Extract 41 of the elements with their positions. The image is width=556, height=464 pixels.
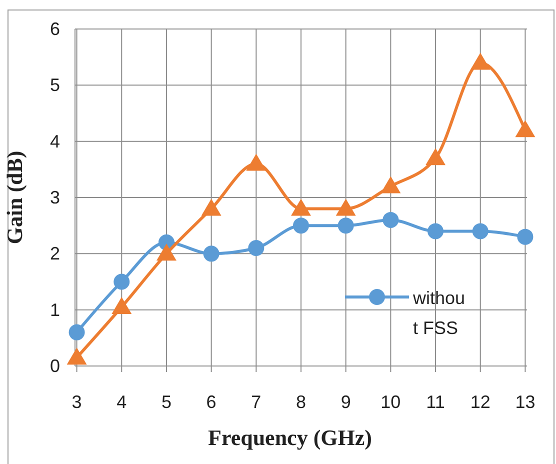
x-tick-label: 12 (470, 392, 490, 412)
x-tick-label: 9 (340, 392, 351, 412)
x-tick-label: 5 (161, 392, 172, 412)
y-tick-label: 3 (50, 188, 60, 208)
point (338, 218, 354, 234)
point (248, 240, 264, 256)
point (336, 198, 356, 216)
point (382, 212, 399, 228)
y-tick-label: 4 (50, 131, 60, 152)
point (156, 244, 176, 261)
y-axis-title: Gain (dB) (2, 150, 27, 244)
point (517, 228, 534, 245)
point (203, 246, 220, 262)
x-axis-title: Frequency (GHz) (208, 425, 372, 450)
point (201, 198, 222, 216)
point (246, 154, 266, 171)
y-tick-label: 5 (50, 75, 60, 96)
point (112, 297, 132, 314)
point (291, 198, 311, 216)
x-tick-label: 10 (380, 392, 401, 412)
x-tick-label: 7 (251, 392, 262, 412)
legend-label: without FSS (412, 288, 466, 338)
point (515, 120, 536, 138)
y-tick-label: 2 (50, 244, 60, 264)
y-tick-label: 6 (50, 19, 60, 39)
x-tick-label: 4 (116, 392, 127, 412)
point (472, 223, 488, 240)
point (380, 176, 401, 194)
point (470, 52, 490, 70)
x-tick-label: 11 (426, 392, 445, 412)
x-tick-label: 3 (72, 392, 82, 412)
point (426, 148, 446, 166)
x-tick-label: 6 (206, 392, 216, 412)
point (68, 324, 85, 340)
y-tick-label: 0 (50, 356, 60, 376)
point (114, 274, 130, 290)
point (428, 223, 444, 240)
x-tick-label: 13 (515, 392, 536, 412)
x-tick-label: 8 (296, 392, 306, 412)
point (293, 218, 309, 234)
y-tick-label: 1 (50, 300, 60, 320)
